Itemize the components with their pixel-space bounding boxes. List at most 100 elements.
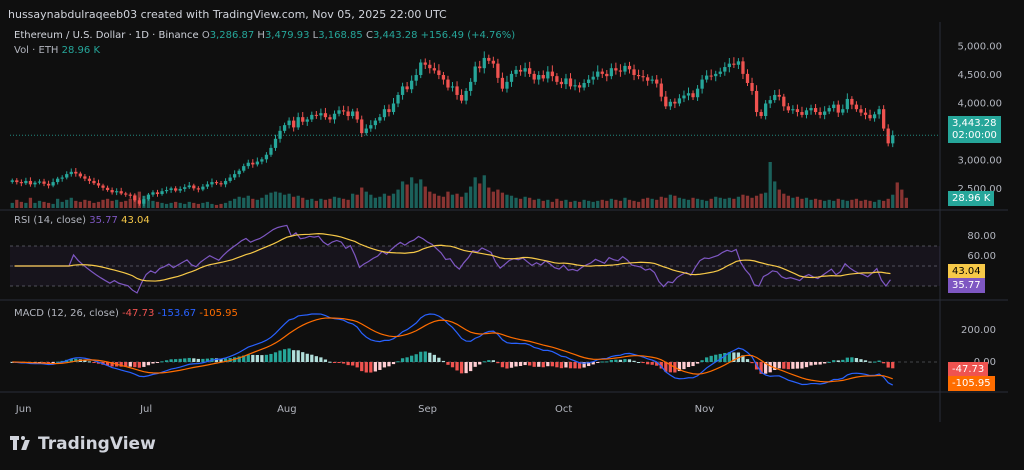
candle-body: [251, 162, 255, 165]
macd-histogram-bar: [373, 362, 377, 372]
volume-bar: [328, 198, 332, 208]
macd-histogram-bar: [51, 362, 55, 363]
macd-histogram-bar: [600, 361, 604, 363]
volume-badge: 28.96 K: [948, 191, 995, 206]
macd-histogram-bar: [854, 358, 859, 362]
change-value: +156.49 (+4.76%): [420, 30, 516, 41]
volume-bar: [301, 197, 305, 208]
macd-histogram-bar: [509, 362, 514, 368]
macd-histogram-bar: [455, 362, 459, 371]
candle-body: [214, 182, 219, 184]
volume-bar: [323, 199, 328, 208]
candle-body: [591, 76, 595, 80]
volume-bar: [732, 198, 736, 208]
volume-bar: [863, 199, 868, 208]
macd-histogram-bar: [750, 362, 754, 364]
volume-bar: [882, 200, 886, 208]
volume-bar: [382, 193, 387, 208]
candle-body: [328, 117, 332, 120]
macd-histogram-bar: [469, 362, 473, 372]
macd-histogram-bar: [518, 362, 523, 366]
volume-bar: [355, 194, 359, 208]
candle-body: [400, 86, 405, 95]
macd-histogram-bar: [795, 362, 800, 369]
macd-histogram-bar: [782, 362, 786, 369]
candle-body: [65, 174, 69, 178]
candle-body: [582, 82, 586, 88]
candle-body: [369, 125, 373, 129]
volume-bar: [718, 197, 722, 208]
candle-body: [473, 66, 477, 82]
volume-bar: [192, 202, 196, 208]
candle-body: [496, 63, 500, 78]
volume-bar: [60, 201, 64, 208]
macd-histogram-bar: [341, 362, 346, 364]
chart-frame[interactable]: 5,000.00 4,500.00 4,000.00 3,000.00 2,500.00…: [0, 22, 1008, 422]
macd-histogram-bar: [546, 362, 550, 367]
volume-bar: [110, 200, 114, 208]
volume-bar: [904, 197, 908, 208]
candle-body: [10, 180, 14, 182]
volume-bar: [269, 192, 273, 208]
candle-body: [264, 154, 269, 160]
candle-body: [841, 109, 845, 113]
macd-histogram-bar: [605, 361, 609, 363]
tradingview-logo-icon: [10, 436, 32, 450]
candle-body: [192, 185, 196, 189]
macd-histogram-bar: [618, 359, 623, 362]
macd-histogram-bar: [623, 359, 627, 362]
candle-body: [96, 183, 101, 186]
macd-histogram-bar: [74, 358, 78, 362]
macd-histogram-bar: [886, 362, 890, 368]
volume-bar: [314, 200, 318, 208]
macd-histogram-bar: [432, 354, 436, 362]
macd-histogram-bar: [137, 362, 141, 368]
volume-bar: [777, 189, 781, 208]
candle-body: [886, 128, 890, 144]
volume-bar: [464, 192, 468, 208]
volume-bar: [714, 196, 718, 208]
candle-body: [364, 128, 368, 134]
volume-bar: [764, 192, 768, 208]
volume-bar: [596, 200, 600, 208]
volume-bar: [832, 200, 836, 208]
macd-histogram-bar: [863, 360, 868, 362]
macd-histogram-bar: [328, 361, 332, 363]
macd-histogram-bar: [314, 356, 318, 362]
volume-bar: [859, 200, 863, 208]
candle-body: [210, 182, 214, 185]
candle-body: [646, 77, 650, 81]
volume-bar: [741, 194, 745, 208]
volume-bar: [205, 201, 210, 208]
volume-bar: [292, 196, 296, 208]
macd-histogram-bar: [591, 362, 595, 365]
candle-body: [305, 119, 309, 122]
macd-tick-label: 200.00: [961, 325, 996, 336]
open-label: O: [201, 30, 210, 41]
rsi-legend: RSI (14, close) 35.77 43.04: [14, 215, 150, 226]
macd-histogram-bar: [882, 362, 886, 364]
volume-bar: [432, 193, 436, 208]
volume-bar: [287, 193, 291, 208]
volume-bar: [891, 194, 895, 208]
volume-bar: [754, 195, 759, 208]
chart-svg[interactable]: 5,000.00 4,500.00 4,000.00 3,000.00 2,500.00…: [0, 22, 1008, 422]
brand-name: TradingView: [38, 434, 156, 454]
time-tick-label: Oct: [555, 404, 572, 415]
macd-histogram-bar: [714, 354, 718, 362]
candle-body: [863, 112, 868, 115]
candle-body: [823, 111, 827, 115]
macd-histogram-bar: [732, 352, 736, 362]
volume-bar: [423, 186, 427, 208]
time-tick-label: Nov: [695, 404, 715, 415]
candle-body: [596, 71, 600, 77]
macd-histogram-bar: [92, 362, 96, 363]
volume-bar: [804, 197, 809, 208]
candle-body: [795, 109, 800, 113]
macd-histogram-bar: [627, 359, 632, 362]
candle-body: [237, 170, 241, 175]
candle-body: [777, 94, 781, 97]
candle-body: [115, 191, 119, 193]
macd-signal-badge: -105.95: [948, 376, 995, 391]
macd-histogram-bar: [278, 350, 282, 362]
